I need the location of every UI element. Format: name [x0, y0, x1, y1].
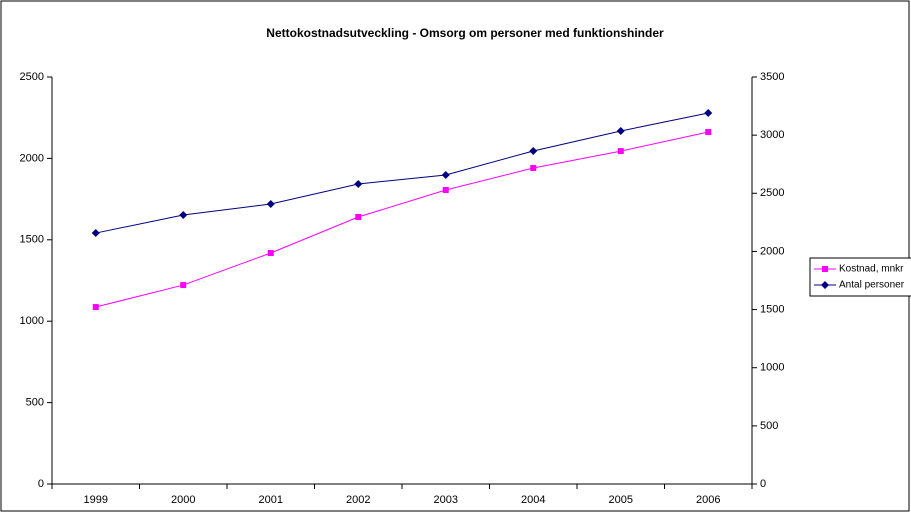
legend-marker: [821, 281, 829, 289]
x-tick-label: 2005: [609, 494, 633, 506]
point: [266, 199, 275, 208]
point: [441, 171, 450, 180]
legend-label: Kostnad, mnkr: [839, 264, 904, 275]
line: [95, 112, 709, 234]
point: [179, 211, 188, 220]
point: [616, 126, 625, 135]
point: [705, 129, 712, 136]
point: [355, 214, 362, 221]
y2-tick-label: 0: [760, 478, 766, 490]
legend-box: [809, 257, 911, 297]
line: [95, 131, 709, 308]
y2-tick-label: 2000: [760, 245, 784, 257]
x-tick-label: 2000: [171, 494, 195, 506]
point: [92, 304, 99, 311]
point: [267, 249, 274, 256]
legend-label: Antal personer: [839, 280, 905, 291]
y-tick-label: 1500: [20, 234, 44, 246]
x-tick-label: 2006: [696, 494, 720, 506]
y-tick-label: 2500: [20, 71, 44, 83]
x-tick-label: 2002: [346, 494, 370, 506]
y2-tick-label: 1500: [760, 303, 784, 315]
y-tick-label: 500: [26, 397, 44, 409]
point: [530, 165, 537, 172]
x-tick-label: 2004: [521, 494, 545, 506]
x-tick-label: 1999: [84, 494, 108, 506]
y-tick-label: 2000: [20, 152, 44, 164]
x-tick-label: 2001: [259, 494, 283, 506]
legend-marker: [822, 266, 828, 272]
y2-tick-label: 1000: [760, 362, 784, 374]
y2-tick-label: 3500: [760, 71, 784, 83]
point: [704, 109, 713, 118]
point: [354, 179, 363, 188]
y-tick-label: 0: [38, 478, 44, 490]
point: [617, 148, 624, 155]
chart-title: Nettokostnadsutveckling - Omsorg om pers…: [266, 26, 664, 40]
point: [180, 282, 187, 289]
y-tick-label: 1000: [20, 315, 44, 327]
y2-tick-label: 500: [760, 420, 778, 432]
x-tick-label: 2003: [434, 494, 458, 506]
point: [91, 229, 100, 238]
y2-tick-label: 2500: [760, 187, 784, 199]
point: [442, 186, 449, 193]
point: [529, 146, 538, 155]
y2-tick-label: 3000: [760, 129, 784, 141]
